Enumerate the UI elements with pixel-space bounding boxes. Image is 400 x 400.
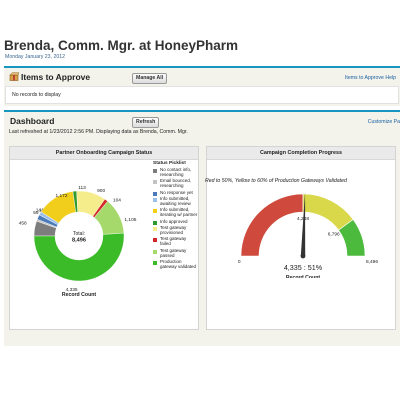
donut-data-label: 1,172 <box>56 193 68 199</box>
items-to-approve-header: Items to Approve Manage All Items to App… <box>4 68 400 86</box>
no-records-text: No records to display <box>12 92 61 98</box>
campaign-completion-panel[interactable]: Campaign Completion Progress 0 8,496 4,248… <box>206 146 396 330</box>
donut-chart-title: Partner Onboarding Campaign Status <box>10 147 198 160</box>
gauge-band[interactable] <box>338 219 366 257</box>
legend-swatch <box>153 220 157 225</box>
legend-label: Test gateway provisioned <box>160 225 187 235</box>
legend-label: No contact info, researching <box>160 167 192 177</box>
items-to-approve-section: Items to Approve Manage All Items to App… <box>4 66 400 106</box>
page-title: Brenda, Comm. Mgr. at HoneyPharm <box>4 38 239 53</box>
legend-label: Test gateway failed <box>160 236 187 247</box>
legend-swatch <box>153 249 157 254</box>
legend-item: Production gateway validated <box>153 259 198 270</box>
refresh-button[interactable]: Refresh <box>132 117 160 128</box>
legend-swatch <box>153 238 157 243</box>
donut-data-label: 1,105 <box>124 217 136 223</box>
dashboard-header: Dashboard Refresh Customize Pa <box>4 112 400 130</box>
legend-label: Info approved <box>160 218 188 224</box>
dashboard-title: Dashboard <box>10 116 55 126</box>
legend-label: Info submitted, iterating w/ partner <box>160 207 198 218</box>
legend-swatch <box>153 209 157 214</box>
gauge-tick-label: 6,796 <box>328 232 340 238</box>
legend-swatch <box>153 180 157 185</box>
donut-axis-label: Record Count <box>62 292 97 298</box>
page-date: Monday January 23, 2012 <box>5 54 65 60</box>
legend-label: Test gateway passed <box>160 247 187 258</box>
legend-item: Test gateway passed <box>153 247 198 259</box>
legend-item: Email bounced, researching <box>153 178 198 189</box>
gauge-tick-label: 0 <box>238 259 241 265</box>
legend-swatch <box>153 198 157 203</box>
legend-item: Info submitted, awaiting review <box>153 196 198 207</box>
items-to-approve-help-link[interactable]: Items to Approve Help <box>344 75 396 81</box>
legend-label: No response yet <box>160 189 193 195</box>
donut-slice[interactable] <box>33 232 125 282</box>
legend-title: Status Picklist <box>153 161 186 166</box>
section-footer <box>4 342 400 346</box>
legend-swatch <box>153 191 157 196</box>
donut-data-label: 59 <box>33 210 39 216</box>
donut-center-total: 8,496 <box>72 238 86 244</box>
donut-legend: Status Picklist No contact info, researc… <box>153 161 198 271</box>
legend-label: Email bounced, researching <box>160 178 192 189</box>
legend-item: Info approved <box>153 218 198 225</box>
donut-data-label: 144 <box>36 207 44 213</box>
donut-data-label: 900 <box>97 188 105 194</box>
donut-data-label: 458 <box>19 220 27 226</box>
partner-onboarding-panel[interactable]: Partner Onboarding Campaign Status 458 59… <box>9 146 199 330</box>
gauge-tick-label: 4,248 <box>297 216 309 222</box>
legend-label: Production gateway validated <box>160 259 197 269</box>
gauge-value-label: 4,335 : 51% <box>284 263 323 272</box>
legend-swatch <box>153 227 157 232</box>
gauge-hub <box>300 253 306 259</box>
donut-data-label: 104 <box>113 197 121 203</box>
gauge-needle <box>300 192 306 257</box>
legend-label: Info submitted, awaiting review <box>160 196 191 206</box>
donut-center-label: Total: <box>73 231 85 237</box>
gauge-chart[interactable]: 0 8,496 4,248 6,796 4,335 : 51% Record Count <box>207 160 395 278</box>
manage-all-button[interactable]: Manage All <box>132 73 168 84</box>
legend-swatch <box>153 261 157 265</box>
legend-item: Info submitted, iterating w/ partner <box>153 207 198 218</box>
approve-list: No records to display <box>5 86 399 104</box>
legend-item: Test gateway provisioned <box>153 225 198 236</box>
gauge-chart-title: Campaign Completion Progress <box>207 147 395 160</box>
gauge-axis-label: Record Count <box>286 275 321 278</box>
gauge-band[interactable] <box>240 193 304 257</box>
donut-data-label: 113 <box>78 185 86 191</box>
items-to-approve-title: Items to Approve <box>21 72 91 82</box>
legend-item: No contact info, researching <box>153 167 198 178</box>
dashboard-section: Dashboard Refresh Customize Pa Last refr… <box>4 110 400 344</box>
package-icon <box>9 72 19 81</box>
donut-chart[interactable]: 458591441081,1721139001041,1054,335Total… <box>10 160 155 328</box>
donut-data-label: 4,335 <box>66 287 78 293</box>
gauge-caption: Red to 50%, Yellow to 60% of Production … <box>205 178 347 184</box>
customize-page-link[interactable]: Customize Pa <box>367 119 400 125</box>
legend-swatch <box>153 169 157 173</box>
legend-item: No response yet <box>153 189 198 196</box>
gauge-tick-label: 8,496 <box>366 259 378 265</box>
legend-item: Test gateway failed <box>153 236 198 247</box>
last-refreshed-text: Last refreshed at 1/23/2012 2:56 PM. Dis… <box>9 129 188 135</box>
